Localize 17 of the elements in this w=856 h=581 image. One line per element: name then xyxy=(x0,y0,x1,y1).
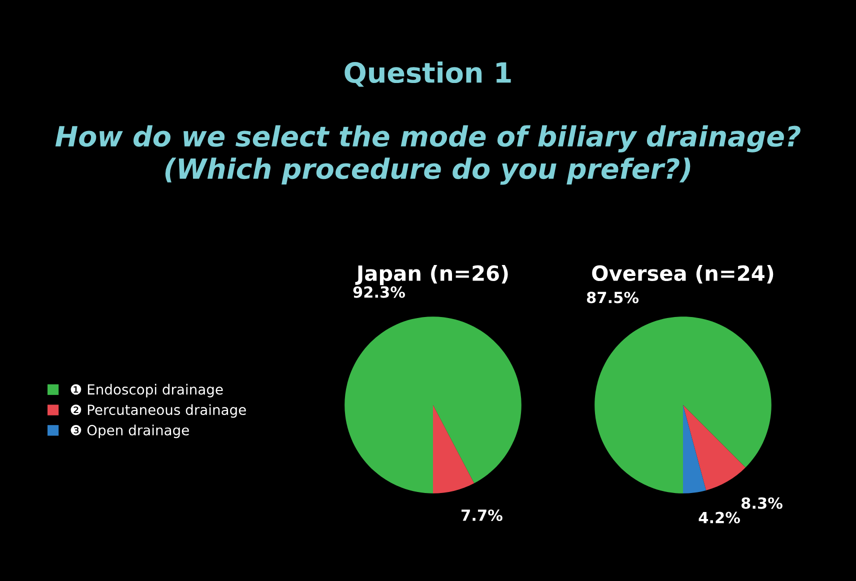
legend-label: ❶ Endoscopi drainage xyxy=(70,384,223,398)
pie-slice xyxy=(433,405,474,494)
data-label: 92.3% xyxy=(353,286,405,298)
data-label: 87.5% xyxy=(586,292,639,304)
pie-slice xyxy=(683,405,746,490)
data-label: 7.7% xyxy=(462,509,502,522)
chart-title: Japan (n=26) xyxy=(355,264,508,286)
text: Question 1 xyxy=(344,62,511,87)
legend-label: ❷ Percutaneous drainage xyxy=(70,404,246,418)
pie-slice xyxy=(594,316,772,494)
text: How do we select the mode of biliary drainage? (Which procedure do you prefer?) xyxy=(55,125,800,185)
data-label: 4.2% xyxy=(698,512,740,524)
pie-slice xyxy=(344,316,522,494)
data-label: 8.3% xyxy=(742,497,782,509)
legend-label: ❸ Open drainage xyxy=(70,424,189,438)
chart-title: Oversea (n=24) xyxy=(592,264,774,284)
pie-slice xyxy=(683,405,706,494)
